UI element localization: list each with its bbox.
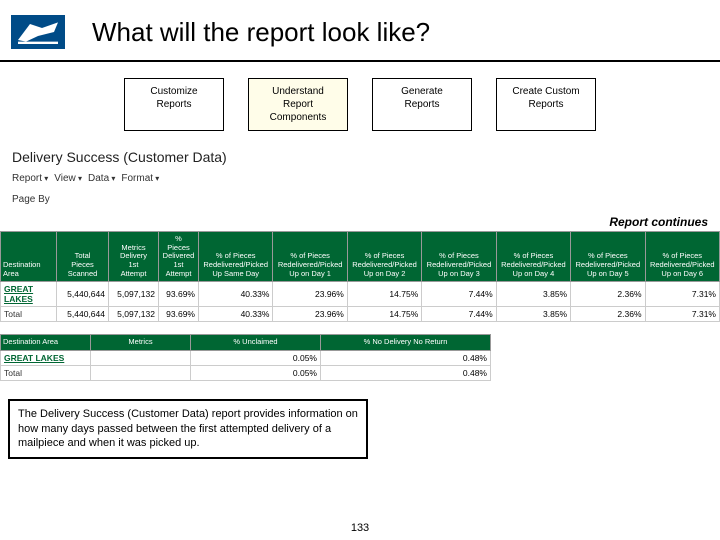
cell: 7.31% (645, 307, 719, 322)
row-label-total: Total (1, 307, 57, 322)
menu-format[interactable]: Format (121, 173, 159, 184)
cell: 2.36% (571, 307, 645, 322)
col-metrics: Metrics (91, 335, 191, 351)
table-header-row: Destination Area Total Pieces Scanned Me… (1, 232, 720, 282)
cell: 7.44% (422, 282, 496, 307)
cell: 5,097,132 (109, 307, 159, 322)
table-row: Total 0.05% 0.48% (1, 365, 491, 380)
col-day-same: % of Pieces Redelivered/Picked Up Same D… (199, 232, 273, 282)
info-callout: The Delivery Success (Customer Data) rep… (8, 399, 368, 460)
cell: 3.85% (496, 282, 570, 307)
page-number: 133 (351, 522, 369, 534)
table-row: Total 5,440,644 5,097,132 93.69% 40.33% … (1, 307, 720, 322)
cell: 23.96% (273, 307, 347, 322)
table-header-row: Destination Area Metrics % Unclaimed % N… (1, 335, 491, 351)
col-day2: % of Pieces Redelivered/Picked Up on Day… (347, 232, 421, 282)
col-destination: Destination Area (1, 232, 57, 282)
cell: 0.48% (321, 350, 491, 365)
cell: 93.69% (159, 282, 199, 307)
row-label-total2: Total (1, 365, 91, 380)
cell: 14.75% (347, 282, 421, 307)
cell: 7.44% (422, 307, 496, 322)
col-metrics: Metrics Delivery 1st Attempt (109, 232, 159, 282)
cell: 93.69% (159, 307, 199, 322)
nav-boxes: Customize Reports Understand Report Comp… (0, 62, 720, 141)
main-data-table: Destination Area Total Pieces Scanned Me… (0, 231, 720, 322)
cell: 3.85% (496, 307, 570, 322)
table-row: GREAT LAKES 5,440,644 5,097,132 93.69% 4… (1, 282, 720, 307)
nav-generate: Generate Reports (372, 78, 472, 131)
col-unclaimed: % Unclaimed (191, 335, 321, 351)
col-day3: % of Pieces Redelivered/Picked Up on Day… (422, 232, 496, 282)
secondary-table-wrap: Destination Area Metrics % Unclaimed % N… (0, 334, 720, 381)
cell: 2.36% (571, 282, 645, 307)
nav-create-custom: Create Custom Reports (496, 78, 596, 131)
menu-report[interactable]: Report (12, 173, 48, 184)
cell: 5,440,644 (57, 282, 109, 307)
cell: 23.96% (273, 282, 347, 307)
menu-data[interactable]: Data (88, 173, 115, 184)
page-by-label: Page By (0, 188, 720, 213)
cell: 5,097,132 (109, 282, 159, 307)
cell (91, 350, 191, 365)
col-no-delivery: % No Delivery No Return (321, 335, 491, 351)
col-day5: % of Pieces Redelivered/Picked Up on Day… (571, 232, 645, 282)
slide-header: What will the report look like? (0, 0, 720, 62)
cell: 0.05% (191, 350, 321, 365)
col-day6: % of Pieces Redelivered/Picked Up on Day… (645, 232, 719, 282)
table-row: GREAT LAKES 0.05% 0.48% (1, 350, 491, 365)
cell: 7.31% (645, 282, 719, 307)
usps-logo (8, 12, 68, 52)
row-label-greatlakes2[interactable]: GREAT LAKES (1, 350, 91, 365)
cell (91, 365, 191, 380)
cell: 0.05% (191, 365, 321, 380)
col-day4: % of Pieces Redelivered/Picked Up on Day… (496, 232, 570, 282)
col-destination: Destination Area (1, 335, 91, 351)
slide-title: What will the report look like? (92, 17, 430, 48)
row-label-greatlakes[interactable]: GREAT LAKES (1, 282, 57, 307)
col-total-pieces: Total Pieces Scanned (57, 232, 109, 282)
col-day1: % of Pieces Redelivered/Picked Up on Day… (273, 232, 347, 282)
menu-bar: Report View Data Format (0, 169, 720, 188)
eagle-icon (14, 16, 62, 48)
report-heading: Delivery Success (Customer Data) (0, 141, 720, 169)
menu-view[interactable]: View (54, 173, 82, 184)
cell: 14.75% (347, 307, 421, 322)
secondary-data-table: Destination Area Metrics % Unclaimed % N… (0, 334, 491, 381)
cell: 0.48% (321, 365, 491, 380)
cell: 40.33% (199, 307, 273, 322)
col-pct-first: % Pieces Delivered 1st Attempt (159, 232, 199, 282)
cell: 40.33% (199, 282, 273, 307)
nav-understand: Understand Report Components (248, 78, 348, 131)
cell: 5,440,644 (57, 307, 109, 322)
report-continues-label: Report continues (0, 213, 720, 231)
nav-customize: Customize Reports (124, 78, 224, 131)
